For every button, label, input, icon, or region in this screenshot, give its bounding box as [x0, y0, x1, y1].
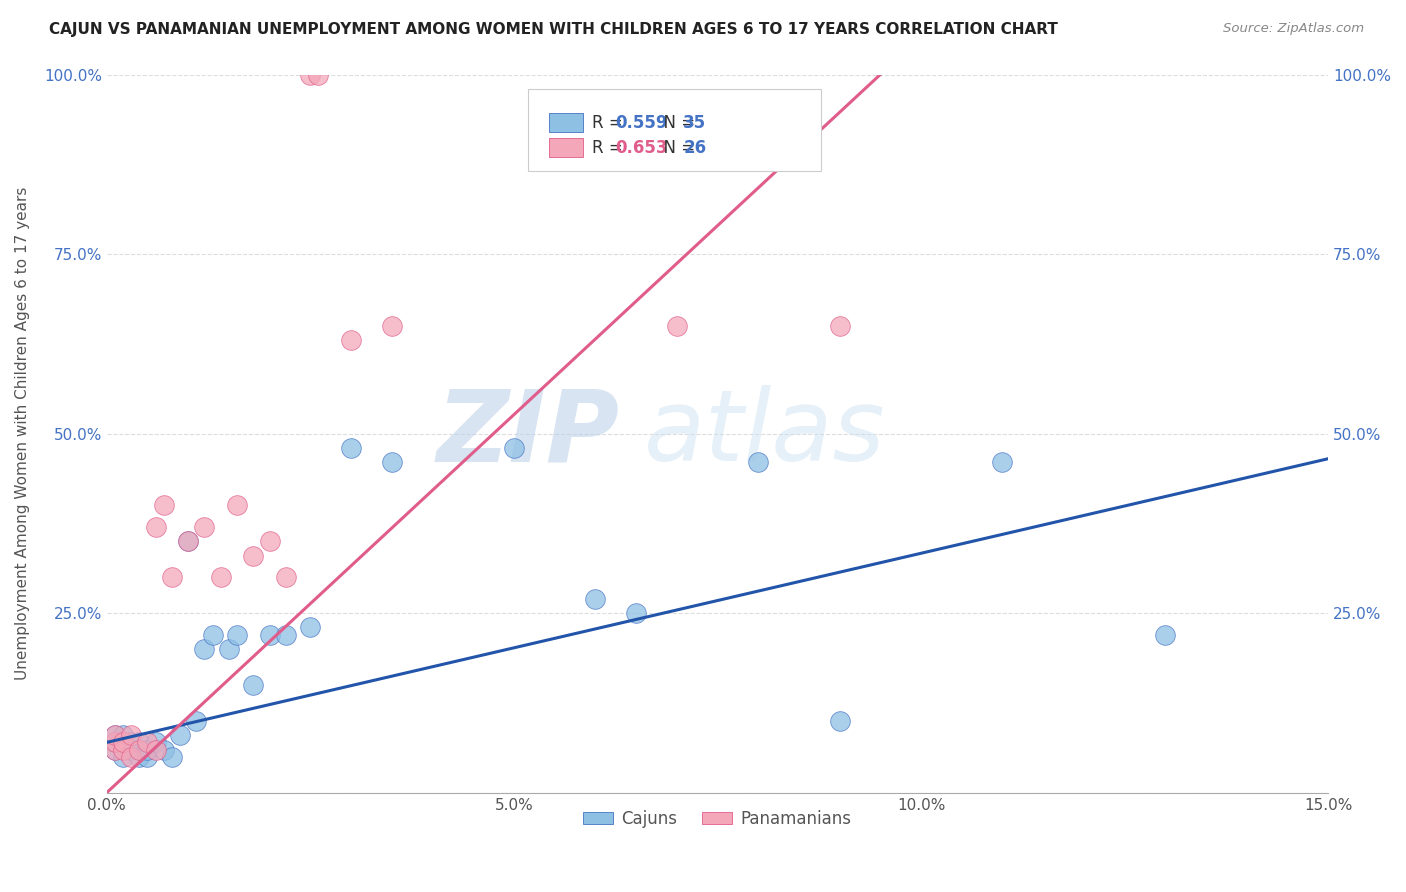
Point [136, 742, 159, 756]
Point [112, 735, 135, 749]
Point [624, 606, 647, 620]
Point [120, 742, 142, 756]
Text: N =: N = [652, 113, 700, 132]
Point [160, 570, 183, 584]
Point [177, 534, 200, 549]
Text: 26: 26 [683, 139, 706, 157]
Point [160, 749, 183, 764]
Point [193, 520, 215, 534]
Text: N =: N = [652, 139, 700, 157]
Point [747, 455, 769, 469]
Point [136, 749, 159, 764]
Point [112, 728, 135, 742]
Point [145, 742, 167, 756]
Point [128, 735, 150, 749]
Text: 35: 35 [683, 113, 706, 132]
Point [152, 499, 174, 513]
Point [120, 749, 142, 764]
Point [828, 714, 851, 728]
Point [274, 570, 297, 584]
Point [104, 735, 127, 749]
Point [209, 570, 232, 584]
Point [104, 735, 127, 749]
Point [112, 749, 135, 764]
Text: ZIP: ZIP [437, 385, 620, 482]
Point [136, 735, 159, 749]
Point [299, 68, 322, 82]
Point [828, 318, 851, 333]
Text: R =: R = [592, 113, 627, 132]
Point [340, 441, 363, 455]
Point [177, 534, 200, 549]
Point [381, 455, 404, 469]
Point [104, 728, 127, 742]
Point [145, 735, 167, 749]
Point [120, 735, 142, 749]
Text: 0.559: 0.559 [614, 113, 668, 132]
Point [112, 735, 135, 749]
Point [218, 642, 240, 657]
Point [104, 728, 127, 742]
Point [307, 68, 329, 82]
Point [274, 628, 297, 642]
Point [226, 628, 249, 642]
Point [991, 455, 1014, 469]
Text: CAJUN VS PANAMANIAN UNEMPLOYMENT AMONG WOMEN WITH CHILDREN AGES 6 TO 17 YEARS CO: CAJUN VS PANAMANIAN UNEMPLOYMENT AMONG W… [49, 22, 1059, 37]
Point [226, 499, 249, 513]
Text: atlas: atlas [644, 385, 886, 482]
Point [1154, 628, 1177, 642]
FancyBboxPatch shape [529, 89, 821, 171]
Point [169, 728, 191, 742]
Point [152, 742, 174, 756]
Point [112, 742, 135, 756]
Point [583, 591, 606, 606]
Point [104, 742, 127, 756]
Point [128, 749, 150, 764]
Point [665, 318, 688, 333]
Point [502, 441, 524, 455]
Point [104, 742, 127, 756]
Point [340, 333, 363, 347]
Point [259, 534, 281, 549]
Point [242, 549, 264, 563]
Point [145, 520, 167, 534]
Point [193, 642, 215, 657]
Legend: Cajuns, Panamanians: Cajuns, Panamanians [576, 804, 859, 835]
Point [259, 628, 281, 642]
Point [242, 678, 264, 692]
Text: 0.653: 0.653 [614, 139, 668, 157]
Y-axis label: Unemployment Among Women with Children Ages 6 to 17 years: Unemployment Among Women with Children A… [15, 187, 30, 681]
FancyBboxPatch shape [548, 138, 583, 157]
Point [299, 620, 322, 634]
Point [186, 714, 208, 728]
Point [381, 318, 404, 333]
Point [128, 742, 150, 756]
Text: R =: R = [592, 139, 627, 157]
FancyBboxPatch shape [548, 113, 583, 132]
Text: Source: ZipAtlas.com: Source: ZipAtlas.com [1223, 22, 1364, 36]
Point [120, 728, 142, 742]
Point [201, 628, 224, 642]
